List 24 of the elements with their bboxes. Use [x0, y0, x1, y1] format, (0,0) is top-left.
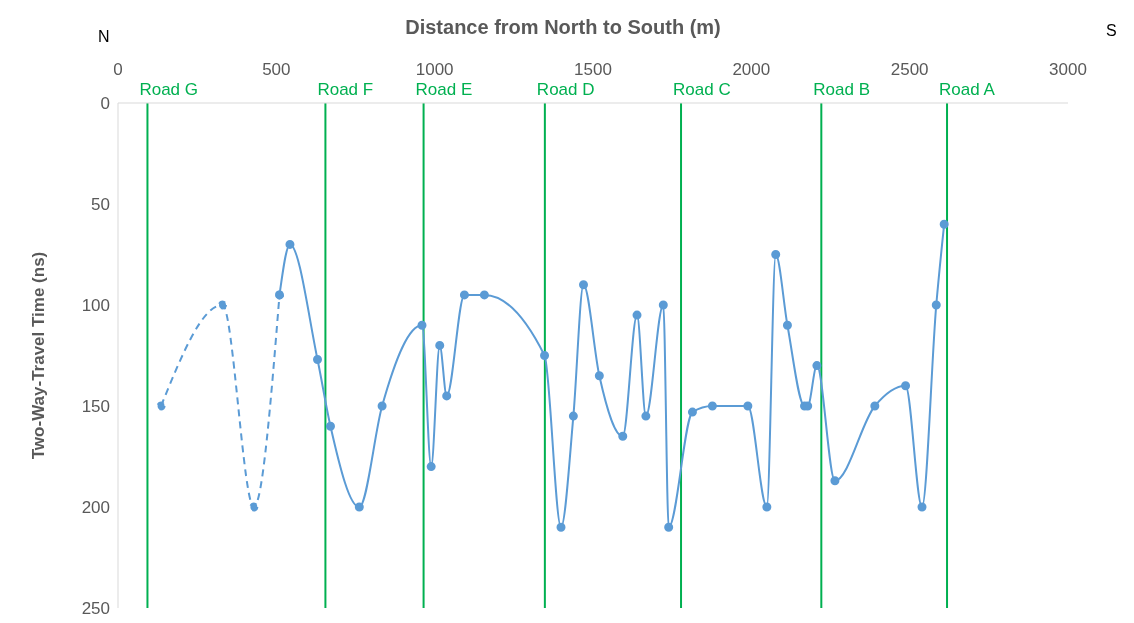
- y-tick-label: 100: [81, 296, 110, 316]
- x-tick-label: 1500: [574, 60, 612, 79]
- x-axis-title: Distance from North to South (m): [405, 16, 721, 38]
- x-tick-label: 500: [262, 60, 291, 79]
- x-tick-label: 2000: [732, 60, 771, 79]
- x-tick-label: 2500: [890, 60, 929, 79]
- x-tick-label: 3000: [1049, 60, 1087, 79]
- text: S: [1106, 22, 1117, 40]
- y-axis-title: Two-Way-Travel Time (ns): [29, 251, 49, 460]
- ref-line-label: Road D: [536, 80, 595, 99]
- ref-line-label: Road B: [813, 80, 871, 99]
- ref-line-label: Road A: [939, 80, 996, 99]
- x-tick-label: 0: [113, 60, 123, 79]
- text: N: [98, 28, 110, 46]
- ref-line-label: Road G: [139, 80, 199, 99]
- y-tick-label: 50: [91, 195, 110, 215]
- ref-line-label: Road E: [415, 80, 473, 99]
- y-tick-label: 200: [81, 498, 110, 518]
- x-tick-label: 1000: [415, 60, 454, 79]
- ref-line-label: Road C: [673, 80, 731, 99]
- y-tick-label: 150: [81, 397, 110, 417]
- ref-line-label: Road F: [317, 80, 374, 99]
- y-tick-label: 0: [100, 94, 110, 114]
- y-tick-label: 250: [81, 599, 110, 619]
